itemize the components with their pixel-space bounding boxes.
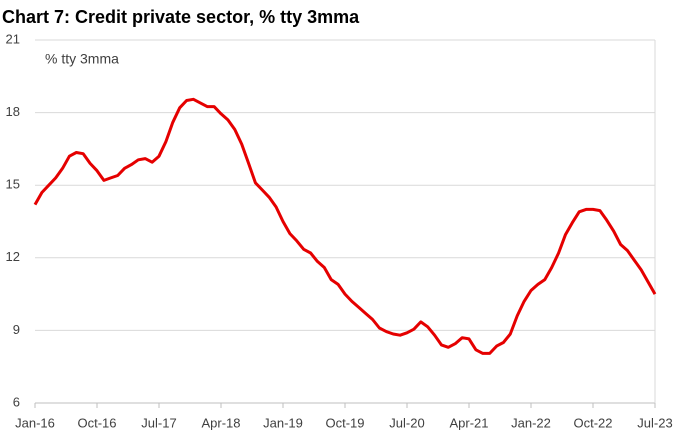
y-tick-label: 9: [13, 322, 20, 337]
y-tick-label: 15: [6, 177, 20, 192]
x-tick-label: Jan-16: [15, 415, 55, 430]
y-tick-label: 18: [6, 104, 20, 119]
line-series: [33, 97, 657, 355]
y-tick-label: 21: [6, 31, 20, 46]
x-tick-label: Jan-22: [511, 415, 551, 430]
x-tick-label: Jan-19: [263, 415, 303, 430]
y-tick-label: 12: [6, 249, 20, 264]
chart-title: Chart 7: Credit private sector, % tty 3m…: [2, 7, 360, 27]
x-tick-label: Jul-20: [389, 415, 424, 430]
x-tick-label: Oct-16: [77, 415, 116, 430]
x-tick-label: Jul-23: [637, 415, 672, 430]
x-tick-label: Oct-19: [325, 415, 364, 430]
y-tick-label: 6: [13, 394, 20, 409]
x-tick-label: Jul-17: [141, 415, 176, 430]
x-tick-label: Oct-22: [573, 415, 612, 430]
x-tick-label: Apr-18: [201, 415, 240, 430]
annotation: % tty 3mma: [45, 51, 119, 67]
x-tick-label: Apr-21: [449, 415, 488, 430]
